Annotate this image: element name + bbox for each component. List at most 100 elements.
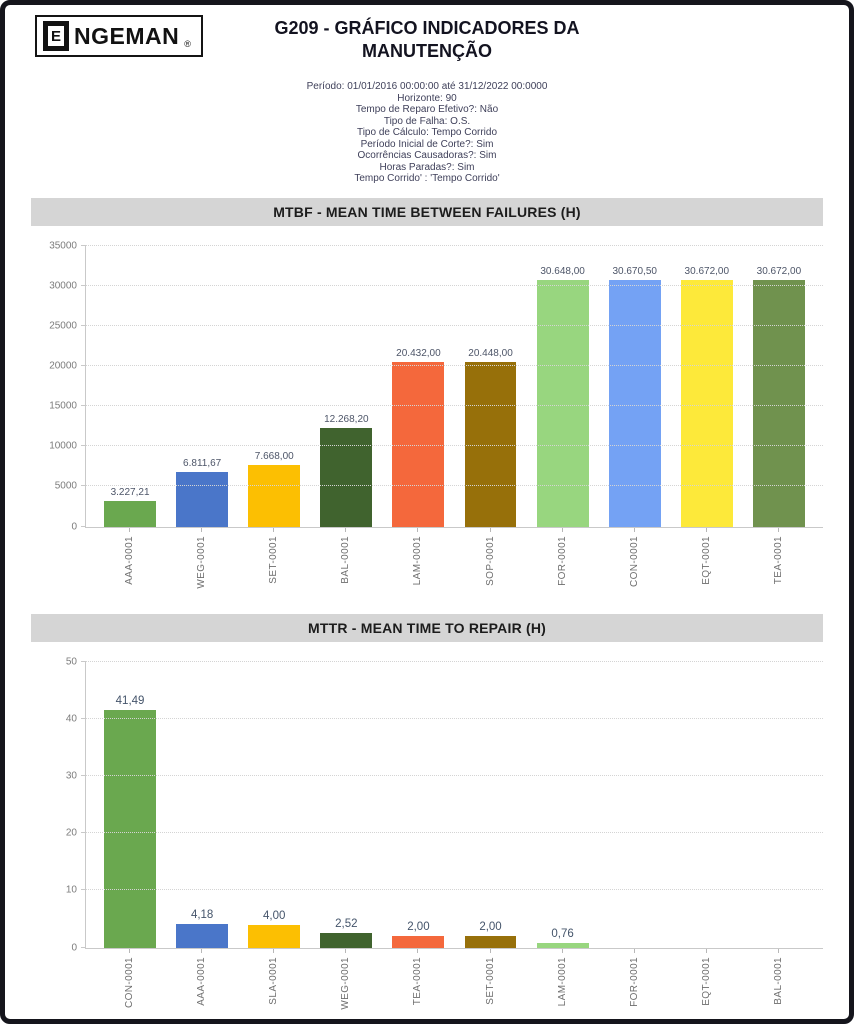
x-axis-slot: BAL-0001 [310, 527, 382, 608]
bar-value-label: 30.672,00 [684, 266, 730, 278]
y-axis-tick [81, 774, 86, 776]
bar-slot: 30.672,00 [743, 246, 815, 527]
y-axis-tick [81, 525, 86, 527]
y-axis-tick-label: 35000 [49, 240, 77, 251]
mttr-bars: 41,49 4,18 4,00 2,52 2,00 2,00 0,76 [86, 662, 823, 948]
bar [320, 428, 373, 527]
x-axis-tick [128, 527, 130, 532]
x-axis-tick-label: SET-0001 [268, 535, 279, 584]
x-axis-tick [561, 527, 563, 532]
mtbf-chart: 3.227,21 6.811,67 7.668,00 12.268,20 20.432,… [5, 240, 849, 608]
y-axis-tick-label: 25000 [49, 320, 77, 332]
mttr-x-axis-labels: CON-0001 AAA-0001 SLA-0001 WEG-0001 TEA-0001… [85, 948, 823, 1020]
report-parameters: Período: 01/01/2016 00:00:00 até 31/12/2… [5, 81, 849, 185]
bar-value-label: 12.268,20 [324, 414, 369, 426]
bar-slot: 30.648,00 [527, 246, 599, 527]
x-axis-tick-label: SLA-0001 [268, 956, 279, 1005]
y-axis-tick-label: 30000 [49, 280, 77, 292]
bar-value-label: 2,52 [335, 918, 358, 931]
x-axis-slot: TEA-0001 [743, 527, 815, 608]
x-axis-slot: LAM-0001 [382, 527, 454, 608]
mtbf-bars: 3.227,21 6.811,67 7.668,00 12.268,20 20.432,… [86, 246, 823, 527]
x-axis-tick [489, 948, 491, 953]
bar [464, 936, 517, 948]
x-axis-tick [778, 527, 780, 532]
page-title-line2: MANUTENÇÃO [362, 41, 492, 62]
y-axis-tick-label: 30 [65, 770, 77, 782]
mttr-chart: 41,49 4,18 4,00 2,52 2,00 2,00 0,76 0 10 20 30 40 5… [5, 656, 849, 1020]
x-axis-tick [200, 948, 202, 953]
x-axis-slot: BAL-0001 [743, 948, 815, 1020]
mttr-chart-title: MTTR - MEAN TIME TO REPAIR (H) [31, 613, 823, 642]
registered-trademark-icon: ® [184, 39, 191, 49]
bar [104, 710, 156, 948]
y-axis-tick [81, 405, 86, 407]
x-axis-tick [417, 527, 419, 532]
gridline [86, 364, 823, 366]
x-axis-tick-label: LAM-0001 [412, 535, 424, 585]
y-axis-tick-label: 15000 [49, 400, 77, 412]
x-axis-tick [634, 527, 636, 532]
parameter-line: Período: 01/01/2016 00:00:00 até 31/12/2… [306, 81, 548, 92]
x-axis-slot: EQT-0001 [671, 527, 743, 608]
gridline [86, 244, 823, 246]
bar-slot: 4,00 [238, 662, 310, 948]
bar-slot: 6.811,67 [166, 246, 238, 527]
x-axis-tick [561, 948, 563, 953]
y-axis-tick [81, 946, 86, 948]
x-axis-slot: FOR-0001 [598, 948, 670, 1020]
engeman-logo: E NGEMAN ® [35, 15, 203, 57]
bar [248, 924, 301, 948]
x-axis-slot: CON-0001 [598, 527, 670, 608]
x-axis-slot: TEA-0001 [382, 948, 454, 1020]
x-axis-tick-label: CON-0001 [629, 535, 641, 587]
bar-slot: 2,52 [310, 662, 382, 948]
bar-value-label: 41,49 [115, 695, 145, 708]
y-axis-tick-label: 0 [71, 942, 77, 953]
x-axis-tick [634, 948, 636, 953]
page-title: G209 - GRÁFICO INDICADORES DA MANUTENÇÃO [5, 17, 849, 64]
report-header: E NGEMAN ® G209 - GRÁFICO INDICADORES DA… [5, 13, 849, 75]
bar-value-label: 20.432,00 [396, 348, 441, 360]
x-axis-slot: WEG-0001 [310, 948, 382, 1020]
y-axis-tick [81, 485, 86, 487]
y-axis-tick-label: 10000 [49, 440, 77, 452]
y-axis-tick-label: 40 [65, 713, 77, 725]
bar-slot: 41,49 [94, 662, 166, 948]
x-axis-tick-label: CON-0001 [123, 956, 135, 1008]
x-axis-slot: SLA-0001 [237, 948, 309, 1020]
gridline [86, 774, 823, 776]
bar [320, 933, 373, 948]
y-axis-tick [81, 717, 86, 719]
x-axis-tick-label: TEA-0001 [412, 956, 424, 1005]
bar [536, 280, 589, 527]
gridline [86, 485, 823, 487]
bar-value-label: 4,18 [190, 908, 214, 921]
gridline [86, 324, 823, 326]
parameter-line: Horizonte: 90 [397, 92, 457, 104]
x-axis-tick-label: BAL-0001 [773, 956, 785, 1005]
x-axis-tick-label: FOR-0001 [629, 956, 641, 1007]
x-axis-tick-label: SET-0001 [484, 956, 496, 1005]
x-axis-tick-label: FOR-0001 [556, 535, 568, 586]
mtbf-chart-section: MTBF - MEAN TIME BETWEEN FAILURES (H) 3.… [5, 197, 849, 608]
parameter-line: Ocorrências Causadoras?: Sim [357, 150, 497, 161]
x-axis-tick [706, 948, 708, 953]
bar-slot: 3.227,21 [94, 246, 166, 527]
x-axis-tick-label: LAM-0001 [556, 956, 568, 1006]
bar [680, 280, 733, 527]
bar-value-label: 4,00 [263, 909, 286, 922]
bar [752, 280, 805, 527]
y-axis-tick-label: 0 [71, 521, 77, 532]
bar-slot [743, 662, 815, 948]
bar-slot: 30.670,50 [599, 246, 671, 527]
mttr-chart-section: MTTR - MEAN TIME TO REPAIR (H) 41,49 4,18… [5, 613, 849, 1020]
mtbf-plot-area: 3.227,21 6.811,67 7.668,00 12.268,20 20.432,… [49, 240, 823, 532]
x-axis-tick-label: TEA-0001 [773, 535, 785, 584]
bar-value-label: 7.668,00 [254, 450, 294, 462]
bar-slot: 20.448,00 [454, 246, 526, 527]
bar-slot [671, 662, 743, 948]
gridline [86, 284, 823, 286]
parameter-line: Tipo de Cálculo: Tempo Corrido [356, 127, 498, 138]
y-axis-tick [81, 364, 86, 366]
